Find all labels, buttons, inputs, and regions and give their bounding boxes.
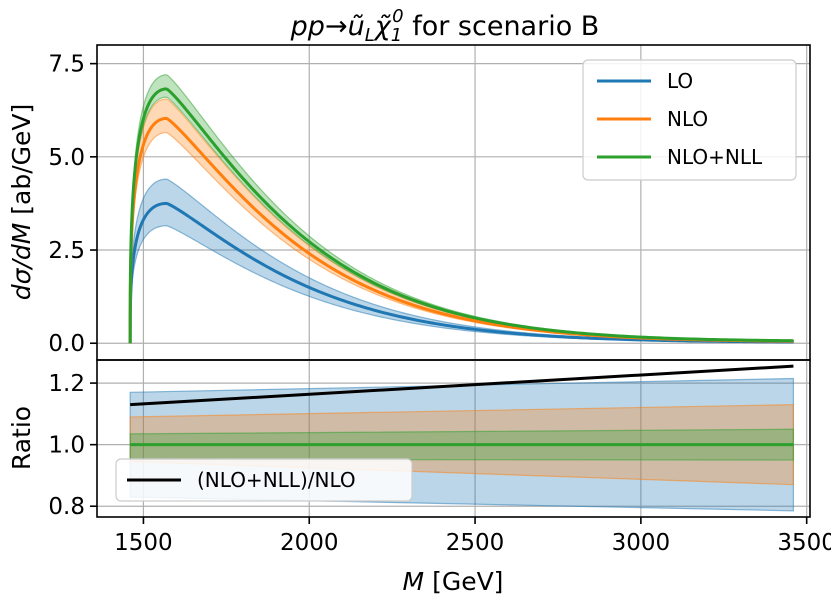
xlabel-m: M	[403, 567, 425, 596]
ratio-legend: (NLO+NLL)/NLO	[115, 458, 413, 502]
ratio-legend-box	[115, 458, 413, 502]
main-panel: 0.0 2.5 5.0 7.5	[48, 44, 811, 361]
main-y-ticks: 0.0 2.5 5.0 7.5	[48, 52, 97, 357]
title-neutralino: χ̃	[373, 11, 392, 42]
ratio-y-tick-label: 1.0	[48, 433, 85, 459]
ratio-y-tick-label: 0.8	[48, 494, 85, 520]
main-y-tick-label: 5.0	[48, 145, 85, 171]
main-legend-box	[582, 59, 797, 181]
title-neutralino-sup: 0	[392, 6, 403, 27]
x-tick-label: 3500	[777, 530, 831, 556]
ylabel-d2: d	[7, 244, 36, 260]
chart-title: pp→ũLχ̃10 for scenario B	[290, 6, 600, 46]
title-neutralino-sub: 1	[391, 25, 402, 46]
title-squark: ũ	[348, 11, 365, 42]
main-legend: LO NLO NLO+NLL	[582, 59, 797, 181]
ylabel-m: M	[7, 223, 36, 245]
main-y-axis-label: dσ/dM [ab/GeV]	[7, 104, 36, 301]
title-process: pp→	[290, 11, 348, 42]
ylabel-unit: [ab/GeV]	[7, 104, 36, 223]
ratio-y-tick-label: 1.2	[48, 371, 85, 397]
legend-nlonll-label: NLO+NLL	[667, 145, 763, 169]
x-tick-label: 3000	[612, 530, 671, 556]
title-scenario: for scenario B	[404, 11, 600, 42]
legend-ratio-label: (NLO+NLL)/NLO	[197, 468, 356, 492]
x-tick-label: 1500	[114, 530, 173, 556]
x-tick-label: 2000	[280, 530, 339, 556]
x-ticks: 1500 2000 2500 3000 3500	[114, 517, 831, 556]
ratio-panel: 0.8 1.0 1.2 1500 2000 2500 3000 3500	[48, 359, 831, 556]
title-squark-sub: L	[365, 25, 375, 46]
ylabel-slash: /	[7, 258, 36, 271]
main-y-tick-label: 0.0	[48, 331, 85, 357]
ylabel-d1: d	[7, 284, 36, 300]
main-y-tick-label: 2.5	[48, 238, 85, 264]
main-y-tick-label: 7.5	[48, 52, 85, 78]
main-lines	[128, 87, 794, 344]
xlabel-unit: [GeV]	[424, 567, 503, 596]
x-axis-label: M [GeV]	[403, 567, 504, 596]
ratio-axes-frame	[96, 359, 811, 518]
legend-nlo-label: NLO	[667, 107, 708, 131]
ylabel-sigma: σ	[7, 267, 36, 284]
x-tick-label: 2500	[446, 530, 505, 556]
legend-lo-label: LO	[667, 69, 693, 93]
ratio-y-axis-label: Ratio	[7, 406, 36, 470]
series-line-nlo-nll	[128, 87, 794, 344]
series-line-lo	[128, 201, 794, 344]
ratio-lines	[130, 364, 794, 447]
ratio-nlonll-over-nlo-line	[130, 364, 794, 407]
ratio-y-ticks: 0.8 1.0 1.2	[48, 371, 97, 520]
